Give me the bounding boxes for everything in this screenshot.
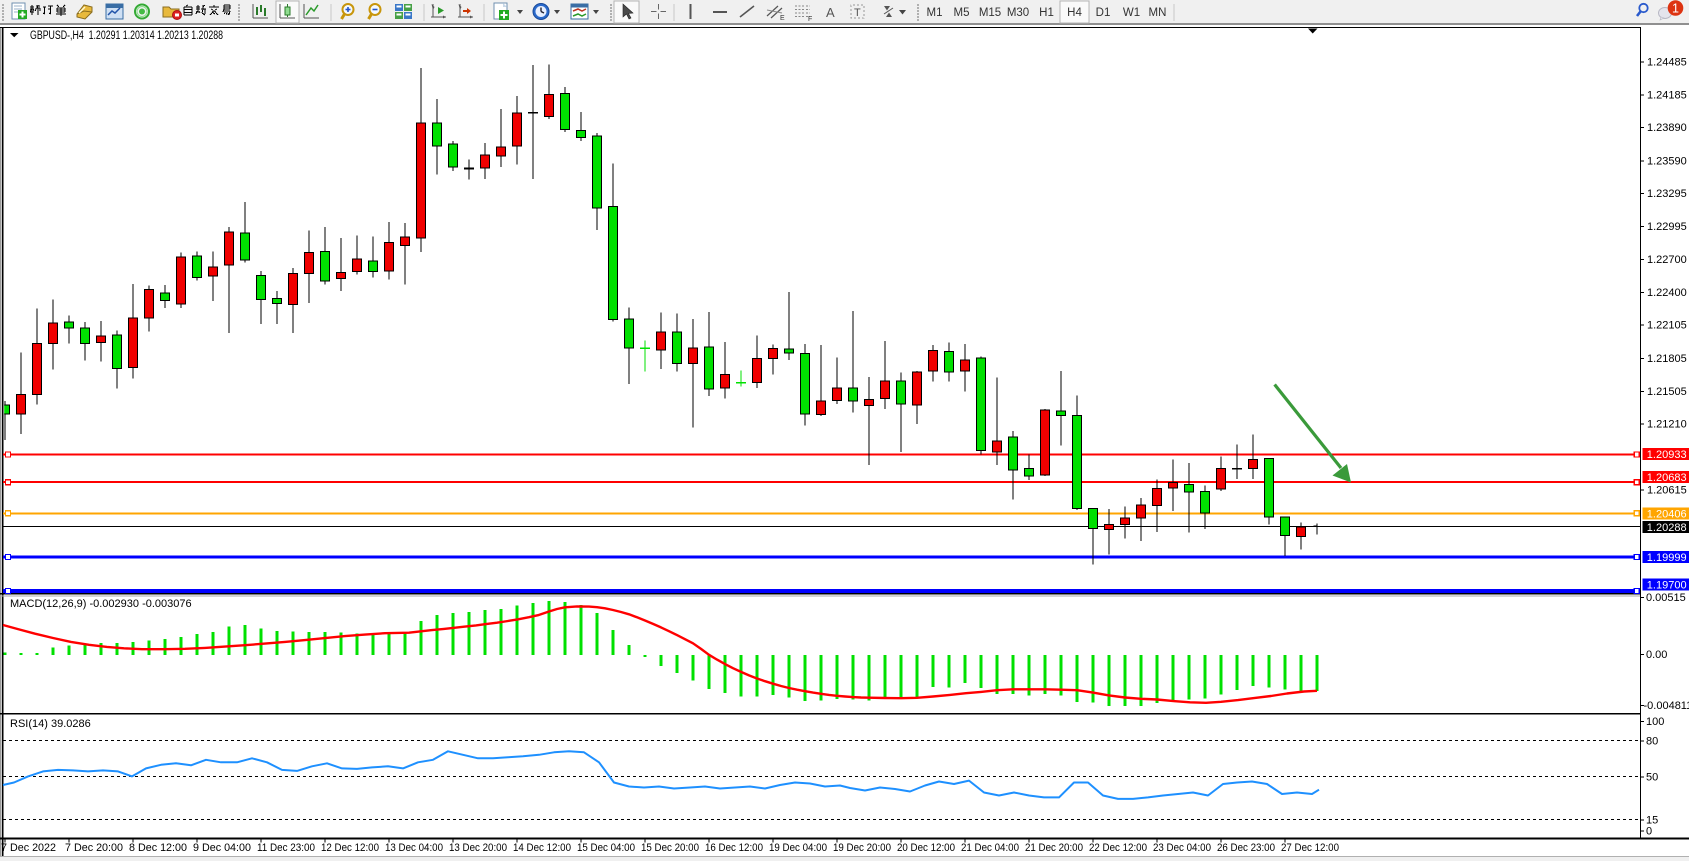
svg-text:20 Dec 12:00: 20 Dec 12:00 — [897, 842, 955, 854]
svg-text:1.22400: 1.22400 — [1647, 287, 1687, 299]
svg-text:12 Dec 12:00: 12 Dec 12:00 — [321, 842, 379, 854]
svg-text:1.24185: 1.24185 — [1647, 90, 1687, 102]
svg-text:1.22105: 1.22105 — [1647, 320, 1687, 332]
svg-text:H1: H1 — [1039, 7, 1054, 19]
svg-text:21 Dec 04:00: 21 Dec 04:00 — [961, 842, 1019, 854]
svg-text:M5: M5 — [954, 7, 970, 19]
svg-text:-0.004811: -0.004811 — [1644, 700, 1689, 712]
svg-text:1.23890: 1.23890 — [1647, 122, 1687, 134]
svg-text:100: 100 — [1646, 716, 1664, 728]
svg-text:7 Dec 2022: 7 Dec 2022 — [1, 842, 56, 854]
svg-text:1.21505: 1.21505 — [1647, 386, 1687, 398]
svg-text:1.20288: 1.20288 — [1647, 522, 1687, 534]
svg-text:1.19999: 1.19999 — [1647, 552, 1687, 564]
svg-text:26 Dec 23:00: 26 Dec 23:00 — [1217, 842, 1275, 854]
svg-text:27 Dec 12:00: 27 Dec 12:00 — [1281, 842, 1339, 854]
svg-text:1.24485: 1.24485 — [1647, 56, 1687, 68]
svg-text:80: 80 — [1646, 735, 1658, 747]
svg-text:13 Dec 04:00: 13 Dec 04:00 — [385, 842, 443, 854]
svg-text:1.22700: 1.22700 — [1647, 254, 1687, 266]
svg-text:50: 50 — [1646, 772, 1658, 784]
svg-text:1.20933: 1.20933 — [1647, 449, 1687, 461]
svg-text:D1: D1 — [1096, 7, 1111, 19]
svg-text:1.20615: 1.20615 — [1647, 485, 1687, 497]
svg-text:9 Dec 04:00: 9 Dec 04:00 — [193, 842, 251, 854]
svg-text:0: 0 — [1646, 826, 1652, 838]
svg-text:RSI(14) 39.0286: RSI(14) 39.0286 — [10, 718, 91, 730]
svg-text:1.19700: 1.19700 — [1647, 579, 1687, 591]
svg-text:MACD(12,26,9) -0.002930 -0.003: MACD(12,26,9) -0.002930 -0.003076 — [10, 598, 192, 610]
svg-text:23 Dec 04:00: 23 Dec 04:00 — [1153, 842, 1211, 854]
svg-text:15: 15 — [1646, 814, 1658, 826]
svg-text:8 Dec 12:00: 8 Dec 12:00 — [129, 842, 187, 854]
svg-text:T: T — [854, 7, 861, 19]
svg-text:11 Dec 23:00: 11 Dec 23:00 — [257, 842, 315, 854]
svg-text:15 Dec 04:00: 15 Dec 04:00 — [577, 842, 635, 854]
svg-text:M15: M15 — [979, 7, 1001, 19]
svg-text:M30: M30 — [1007, 7, 1029, 19]
svg-text:14 Dec 12:00: 14 Dec 12:00 — [513, 842, 571, 854]
svg-text:21 Dec 20:00: 21 Dec 20:00 — [1025, 842, 1083, 854]
svg-text:1.21210: 1.21210 — [1647, 419, 1687, 431]
svg-text:MN: MN — [1149, 7, 1167, 19]
svg-text:1.22995: 1.22995 — [1647, 221, 1687, 233]
svg-text:F: F — [808, 16, 812, 23]
svg-text:H4: H4 — [1067, 7, 1082, 19]
svg-text:7 Dec 20:00: 7 Dec 20:00 — [65, 842, 123, 854]
svg-text:0.00: 0.00 — [1646, 649, 1667, 661]
svg-text:1.23590: 1.23590 — [1647, 155, 1687, 167]
svg-text:A: A — [826, 5, 835, 20]
svg-text:1.20683: 1.20683 — [1647, 472, 1687, 484]
svg-text:19 Dec 04:00: 19 Dec 04:00 — [769, 842, 827, 854]
svg-text:13 Dec 20:00: 13 Dec 20:00 — [449, 842, 507, 854]
svg-text:GBPUSD-,H4 1.20291 1.20314 1.: GBPUSD-,H4 1.20291 1.20314 1.20213 1.202… — [30, 30, 223, 42]
svg-text:0.00515: 0.00515 — [1646, 592, 1686, 604]
svg-text:16 Dec 12:00: 16 Dec 12:00 — [705, 842, 763, 854]
svg-text:15 Dec 20:00: 15 Dec 20:00 — [641, 842, 699, 854]
svg-text:M1: M1 — [927, 7, 943, 19]
svg-text:E: E — [780, 15, 785, 22]
svg-text:1.20406: 1.20406 — [1647, 509, 1687, 521]
svg-text:1: 1 — [1672, 2, 1679, 16]
svg-text:1.21805: 1.21805 — [1647, 353, 1687, 365]
svg-text:W1: W1 — [1123, 7, 1140, 19]
svg-text:19 Dec 20:00: 19 Dec 20:00 — [833, 842, 891, 854]
svg-text:22 Dec 12:00: 22 Dec 12:00 — [1089, 842, 1147, 854]
svg-text:1.23295: 1.23295 — [1647, 188, 1687, 200]
